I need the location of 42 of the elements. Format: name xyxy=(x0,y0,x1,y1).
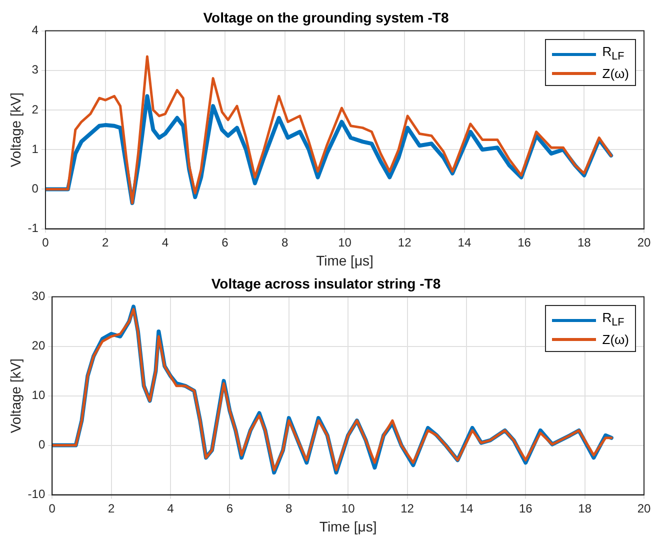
x-tick-label: 8 xyxy=(286,501,293,516)
y-tick-label: 20 xyxy=(32,338,46,353)
x-tick-label: 14 xyxy=(458,235,472,250)
legend-label: R$_{LF}$ xyxy=(602,308,624,330)
x-tick-label: 12 xyxy=(400,501,414,516)
y-tick-label: 30 xyxy=(32,289,46,304)
x-tick-label: 2 xyxy=(108,501,115,516)
legend-label: R$_{LF}$ xyxy=(602,42,624,64)
x-tick-label: 16 xyxy=(518,235,532,250)
y-tick-label: 3 xyxy=(32,62,39,77)
x-tick-label: 14 xyxy=(460,501,474,516)
x-tick-label: 6 xyxy=(222,235,229,250)
legend-label: Z(ω) xyxy=(602,331,629,348)
x-tick-label: 6 xyxy=(226,501,234,516)
x-axis-title: Time [μs] xyxy=(319,518,377,534)
x-tick-label: 8 xyxy=(282,235,289,250)
x-tick-label: 4 xyxy=(162,235,169,250)
chart-title: Voltage across insulator string -T8 xyxy=(211,275,441,292)
x-tick-label: 16 xyxy=(518,501,533,516)
x-tick-label: 10 xyxy=(341,501,356,516)
y-tick-label: 0 xyxy=(38,438,46,452)
y-tick-label: 10 xyxy=(32,388,46,402)
x-tick-label: 18 xyxy=(578,501,592,516)
x-tick-label: 0 xyxy=(48,501,56,516)
x-tick-label: 20 xyxy=(637,501,651,516)
y-axis-title: Voltage [kV] xyxy=(7,92,24,168)
legend-label: Z(ω) xyxy=(602,65,629,82)
x-axis-title: Time [μs] xyxy=(316,252,374,268)
y-tick-label: 4 xyxy=(32,23,39,38)
x-tick-label: 4 xyxy=(167,501,174,516)
x-tick-label: 18 xyxy=(577,235,592,250)
x-tick-label: 10 xyxy=(338,235,352,250)
y-tick-label: 2 xyxy=(32,102,39,116)
y-tick-label: 0 xyxy=(32,182,39,196)
y-tick-label: -1 xyxy=(28,221,39,236)
x-tick-label: 20 xyxy=(637,235,651,250)
y-tick-label: -10 xyxy=(28,487,46,502)
x-tick-label: 2 xyxy=(102,235,109,250)
x-tick-label: 12 xyxy=(398,235,412,250)
chart-title: Voltage on the grounding system -T8 xyxy=(203,9,449,26)
y-tick-label: 1 xyxy=(32,142,39,156)
y-axis-title: Voltage [kV] xyxy=(7,358,24,434)
